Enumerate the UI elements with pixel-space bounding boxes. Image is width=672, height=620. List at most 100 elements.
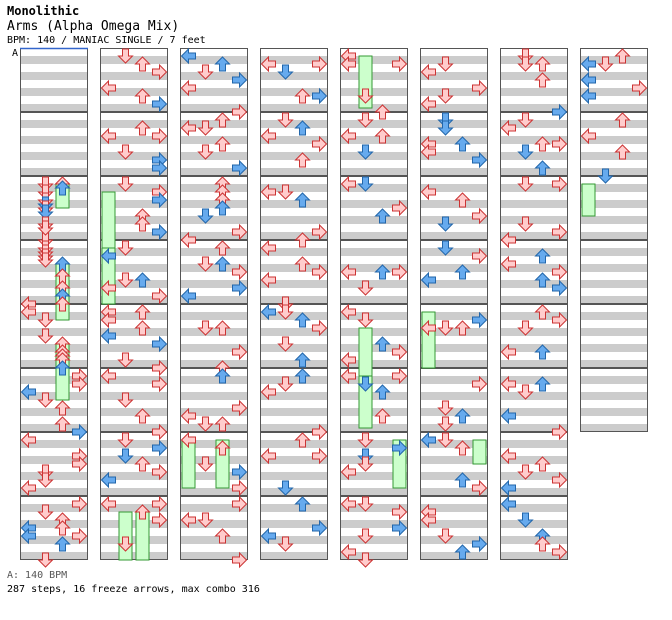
measure-stripe	[420, 504, 488, 512]
measure-stripe	[420, 392, 488, 400]
measure-stripe	[500, 200, 568, 208]
measure-stripe	[580, 136, 648, 144]
measure-stripe	[100, 328, 168, 336]
measure-stripe	[580, 200, 648, 208]
measure-stripe	[420, 200, 488, 208]
up-arrow-note	[374, 104, 391, 120]
bpm-marker: A	[12, 48, 19, 59]
measure-border	[420, 240, 488, 304]
measure-border	[340, 304, 408, 368]
measure-stripe	[500, 328, 568, 336]
left-arrow-note	[100, 79, 116, 97]
measure-border	[100, 112, 168, 176]
measure-border	[500, 304, 568, 368]
measure-stripe	[100, 360, 168, 368]
measure-stripe	[500, 360, 568, 368]
up-arrow-note	[214, 320, 231, 336]
measure-stripe	[420, 344, 488, 352]
measure-stripe	[180, 376, 248, 384]
down-arrow-note	[357, 312, 374, 328]
up-arrow-note	[134, 304, 151, 320]
measure-stripe	[20, 248, 88, 256]
left-arrow-note	[340, 543, 356, 561]
measure-stripe	[100, 552, 168, 560]
measure-border	[100, 240, 168, 304]
right-arrow-note	[152, 223, 168, 241]
measure-border	[420, 176, 488, 240]
measure-border	[180, 176, 248, 240]
measure	[340, 304, 408, 368]
right-arrow-note	[312, 135, 328, 153]
measure-border	[180, 240, 248, 304]
up-arrow-note	[134, 408, 151, 424]
measure-stripe	[580, 264, 648, 272]
measure-stripe	[340, 536, 408, 544]
measure	[20, 176, 88, 240]
down-arrow-note	[597, 168, 614, 184]
right-arrow-note	[232, 463, 248, 481]
right-arrow-note	[472, 479, 488, 497]
measure-stripe	[420, 184, 488, 192]
measure	[420, 48, 488, 112]
measure-border	[500, 496, 568, 560]
left-arrow-note	[340, 175, 356, 193]
measure-border	[20, 176, 88, 240]
right-arrow-note	[72, 527, 88, 545]
measure-stripe	[260, 360, 328, 368]
measure-stripe	[100, 296, 168, 304]
freeze-arrow	[101, 191, 116, 249]
up-arrow-note	[214, 256, 231, 272]
measure-stripe	[260, 344, 328, 352]
measure-stripe	[420, 408, 488, 416]
measure-stripe	[340, 168, 408, 176]
measure	[340, 240, 408, 304]
measure-stripe	[340, 216, 408, 224]
measure-border	[420, 48, 488, 112]
up-arrow-note	[294, 256, 311, 272]
up-arrow-note	[454, 192, 471, 208]
measure	[100, 48, 168, 112]
down-arrow-note	[117, 176, 134, 192]
measure-stripe	[340, 392, 408, 400]
up-arrow-note	[294, 496, 311, 512]
measure-border	[20, 240, 88, 304]
chart-info: BPM: 140 / MANIAC SINGLE / 7 feet	[7, 35, 206, 46]
measure-stripe	[100, 280, 168, 288]
measure	[580, 48, 648, 112]
measure-border	[260, 48, 328, 112]
left-arrow-note	[340, 495, 356, 513]
up-arrow-note	[454, 320, 471, 336]
measure-stripe	[20, 440, 88, 448]
right-arrow-note	[72, 375, 88, 393]
measure	[260, 368, 328, 432]
measure-stripe	[20, 408, 88, 416]
up-arrow-note	[454, 136, 471, 152]
left-arrow-note	[420, 271, 436, 289]
right-arrow-note	[472, 79, 488, 97]
left-arrow-note	[180, 407, 196, 425]
measure-stripe	[580, 344, 648, 352]
measure-stripe	[260, 536, 328, 544]
up-arrow-note	[454, 440, 471, 456]
right-arrow-note	[312, 423, 328, 441]
measure-border	[260, 112, 328, 176]
down-arrow-note	[277, 376, 294, 392]
left-arrow-note	[180, 231, 196, 249]
measure-stripe	[260, 264, 328, 272]
measure-stripe	[420, 376, 488, 384]
measure-stripe	[340, 72, 408, 80]
measure-stripe	[260, 552, 328, 560]
measure-stripe	[420, 472, 488, 480]
measure-stripe	[420, 104, 488, 112]
measure-stripe	[100, 408, 168, 416]
measure	[20, 304, 88, 368]
up-arrow-note	[374, 264, 391, 280]
measure-stripe	[500, 72, 568, 80]
up-arrow-note	[454, 264, 471, 280]
left-arrow-note	[500, 119, 516, 137]
measure-stripe	[260, 328, 328, 336]
down-arrow-note	[37, 204, 54, 220]
measure-stripe	[100, 248, 168, 256]
measure-stripe	[100, 216, 168, 224]
down-arrow-note	[37, 504, 54, 520]
